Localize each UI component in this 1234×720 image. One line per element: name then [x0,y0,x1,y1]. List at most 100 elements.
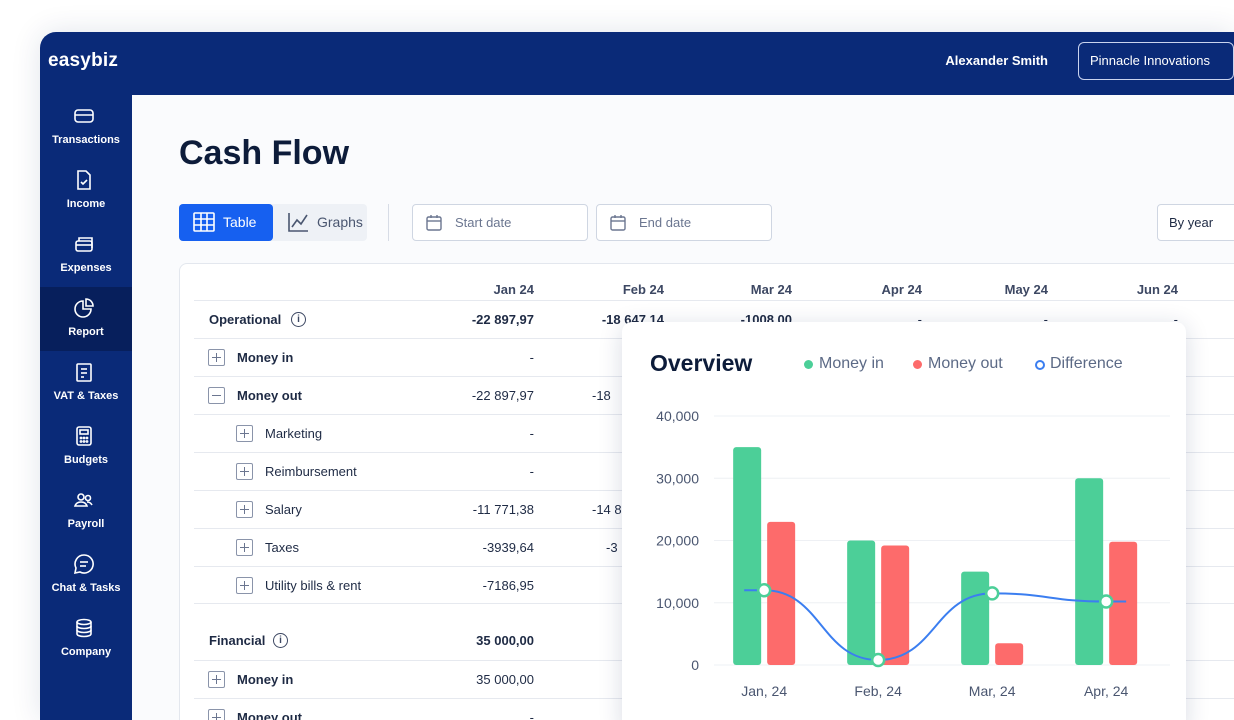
toolbar-divider [388,204,389,241]
row-label: Salary [265,502,302,517]
sidebar: Transactions Income Expenses Report VAT … [40,95,132,720]
sidebar-item-budgets[interactable]: Budgets [40,415,132,479]
y-tick-label: 0 [691,657,699,673]
row-label: Money out [237,388,302,403]
row-label: Money in [237,672,294,687]
cell-value: -7186,95 [482,578,534,593]
view-toggle: Table Graphs [179,204,367,241]
cell-value: -22 897,97 [471,312,534,327]
period-select[interactable]: By year [1157,204,1234,241]
info-icon[interactable]: i [291,312,306,327]
cell-value: - [529,350,534,365]
collapse-icon[interactable] [208,387,225,404]
expand-icon[interactable] [236,501,253,518]
card-icon [74,109,94,123]
company-switcher-button[interactable]: Pinnacle Innovations [1078,42,1234,80]
column-header: Mar 24 [750,282,792,297]
row-label: Reimbursement [265,464,357,479]
sidebar-item-vat-taxes[interactable]: VAT & Taxes [40,351,132,415]
graphs-view-label: Graphs [317,214,363,230]
end-date-placeholder: End date [639,215,692,230]
sidebar-item-label: Company [60,646,112,658]
cell-value: - [529,426,534,441]
row-label: Taxes [265,540,299,555]
row-label: Utility bills & rent [265,578,362,593]
bar-money-in [1075,478,1104,665]
cell-value: -3939,64 [482,540,534,555]
expand-icon[interactable] [236,577,253,594]
sidebar-item-report[interactable]: Report [40,287,132,351]
difference-line [744,589,1127,662]
cell-value: -14 8 [592,502,622,517]
cell-value: -18 [592,388,611,403]
bar-money-in [733,447,762,665]
cell-value: - [529,464,534,479]
sidebar-item-payroll[interactable]: Payroll [40,479,132,543]
graphs-view-button[interactable]: Graphs [273,204,367,241]
legend-label: Difference [1050,355,1123,372]
y-tick-label: 40,000 [656,408,699,424]
cell-value: - [529,710,534,720]
column-header: Feb 24 [622,282,664,297]
legend-label: Money out [928,355,1003,372]
sidebar-item-label: Transactions [52,134,120,146]
cards-stack-icon [75,237,93,252]
legend-dot [804,360,813,369]
sidebar-item-income[interactable]: Income [40,159,132,223]
database-icon [76,618,92,638]
expand-icon[interactable] [208,709,225,720]
expand-icon[interactable] [208,349,225,366]
expand-icon[interactable] [236,463,253,480]
user-name[interactable]: Alexander Smith [945,53,1048,68]
table-view-button[interactable]: Table [179,204,273,241]
overview-title: Overview [650,350,753,376]
y-tick-label: 20,000 [656,533,699,549]
x-tick-label: Feb, 24 [854,683,902,699]
column-header: Jan 24 [493,282,534,297]
difference-point [1098,594,1114,609]
sidebar-item-company[interactable]: Company [40,607,132,671]
sidebar-item-label: Income [66,198,106,210]
legend-dot [1035,360,1045,370]
sidebar-item-label: Payroll [67,518,105,530]
document-check-icon [77,170,91,190]
overview-chart-card: Overview Money in Money out Difference 4… [622,322,1186,720]
calculator-icon [76,426,92,446]
legend-label: Money in [819,355,884,372]
app-logo[interactable]: easybiz [48,50,119,71]
cell-value: -3 [606,540,618,555]
end-date-input[interactable]: End date [596,204,772,241]
cell-value: 35 000,00 [476,672,534,687]
calendar-icon [426,215,442,231]
bar-money-out [1109,541,1138,665]
row-label: Operational [209,312,282,327]
bar-money-in [847,540,876,665]
info-icon[interactable]: i [273,633,288,648]
y-tick-label: 10,000 [656,595,699,611]
sidebar-item-label: VAT & Taxes [53,390,119,402]
line-chart-icon [288,213,308,232]
row-label: Marketing [265,426,323,441]
sidebar-item-label: Expenses [60,262,112,274]
bar-money-out [995,643,1024,665]
sidebar-item-chat-tasks[interactable]: Chat & Tasks [40,543,132,607]
cell-value: - [917,312,922,327]
expand-icon[interactable] [208,671,225,688]
expand-icon[interactable] [236,539,253,556]
table-view-label: Table [223,214,257,230]
bar-money-out [881,545,910,665]
bar-money-in [961,571,990,665]
expand-icon[interactable] [236,425,253,442]
difference-point [870,652,886,668]
start-date-input[interactable]: Start date [412,204,588,241]
sidebar-item-transactions[interactable]: Transactions [40,95,132,159]
cell-value: 35 000,00 [476,633,534,648]
row-label: Money out [237,710,302,720]
start-date-placeholder: Start date [455,215,512,230]
row-label: Money in [237,350,294,365]
x-tick-label: Jan, 24 [741,683,787,699]
page-title: Cash Flow [179,134,350,172]
top-bar: easybiz Alexander Smith Pinnacle Innovat… [40,32,1234,95]
sidebar-item-expenses[interactable]: Expenses [40,223,132,287]
x-tick-label: Mar, 24 [969,683,1016,699]
